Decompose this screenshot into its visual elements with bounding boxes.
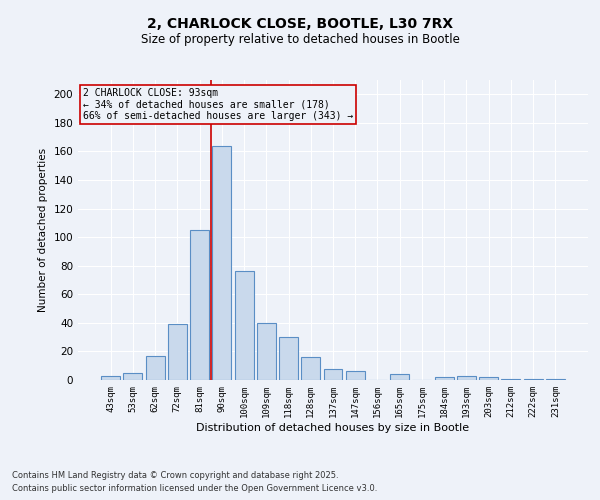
Bar — [323, 368, 343, 380]
Text: 2, CHARLOCK CLOSE, BOOTLE, L30 7RX: 2, CHARLOCK CLOSE, BOOTLE, L30 7RX — [147, 18, 453, 32]
Y-axis label: Number of detached properties: Number of detached properties — [38, 148, 48, 312]
X-axis label: Distribution of detached houses by size in Bootle: Distribution of detached houses by size … — [196, 422, 470, 432]
Bar — [479, 377, 498, 380]
Bar — [124, 373, 142, 380]
Bar — [235, 272, 254, 380]
Text: Contains HM Land Registry data © Crown copyright and database right 2025.: Contains HM Land Registry data © Crown c… — [12, 470, 338, 480]
Bar — [190, 230, 209, 380]
Bar — [257, 323, 276, 380]
Bar — [146, 356, 164, 380]
Bar — [279, 337, 298, 380]
Bar — [546, 378, 565, 380]
Bar — [524, 378, 542, 380]
Bar — [212, 146, 231, 380]
Text: Size of property relative to detached houses in Bootle: Size of property relative to detached ho… — [140, 32, 460, 46]
Bar — [457, 376, 476, 380]
Text: 2 CHARLOCK CLOSE: 93sqm
← 34% of detached houses are smaller (178)
66% of semi-d: 2 CHARLOCK CLOSE: 93sqm ← 34% of detache… — [83, 88, 353, 120]
Bar — [390, 374, 409, 380]
Bar — [301, 357, 320, 380]
Bar — [346, 372, 365, 380]
Bar — [502, 378, 520, 380]
Bar — [101, 376, 120, 380]
Bar — [168, 324, 187, 380]
Bar — [435, 377, 454, 380]
Text: Contains public sector information licensed under the Open Government Licence v3: Contains public sector information licen… — [12, 484, 377, 493]
